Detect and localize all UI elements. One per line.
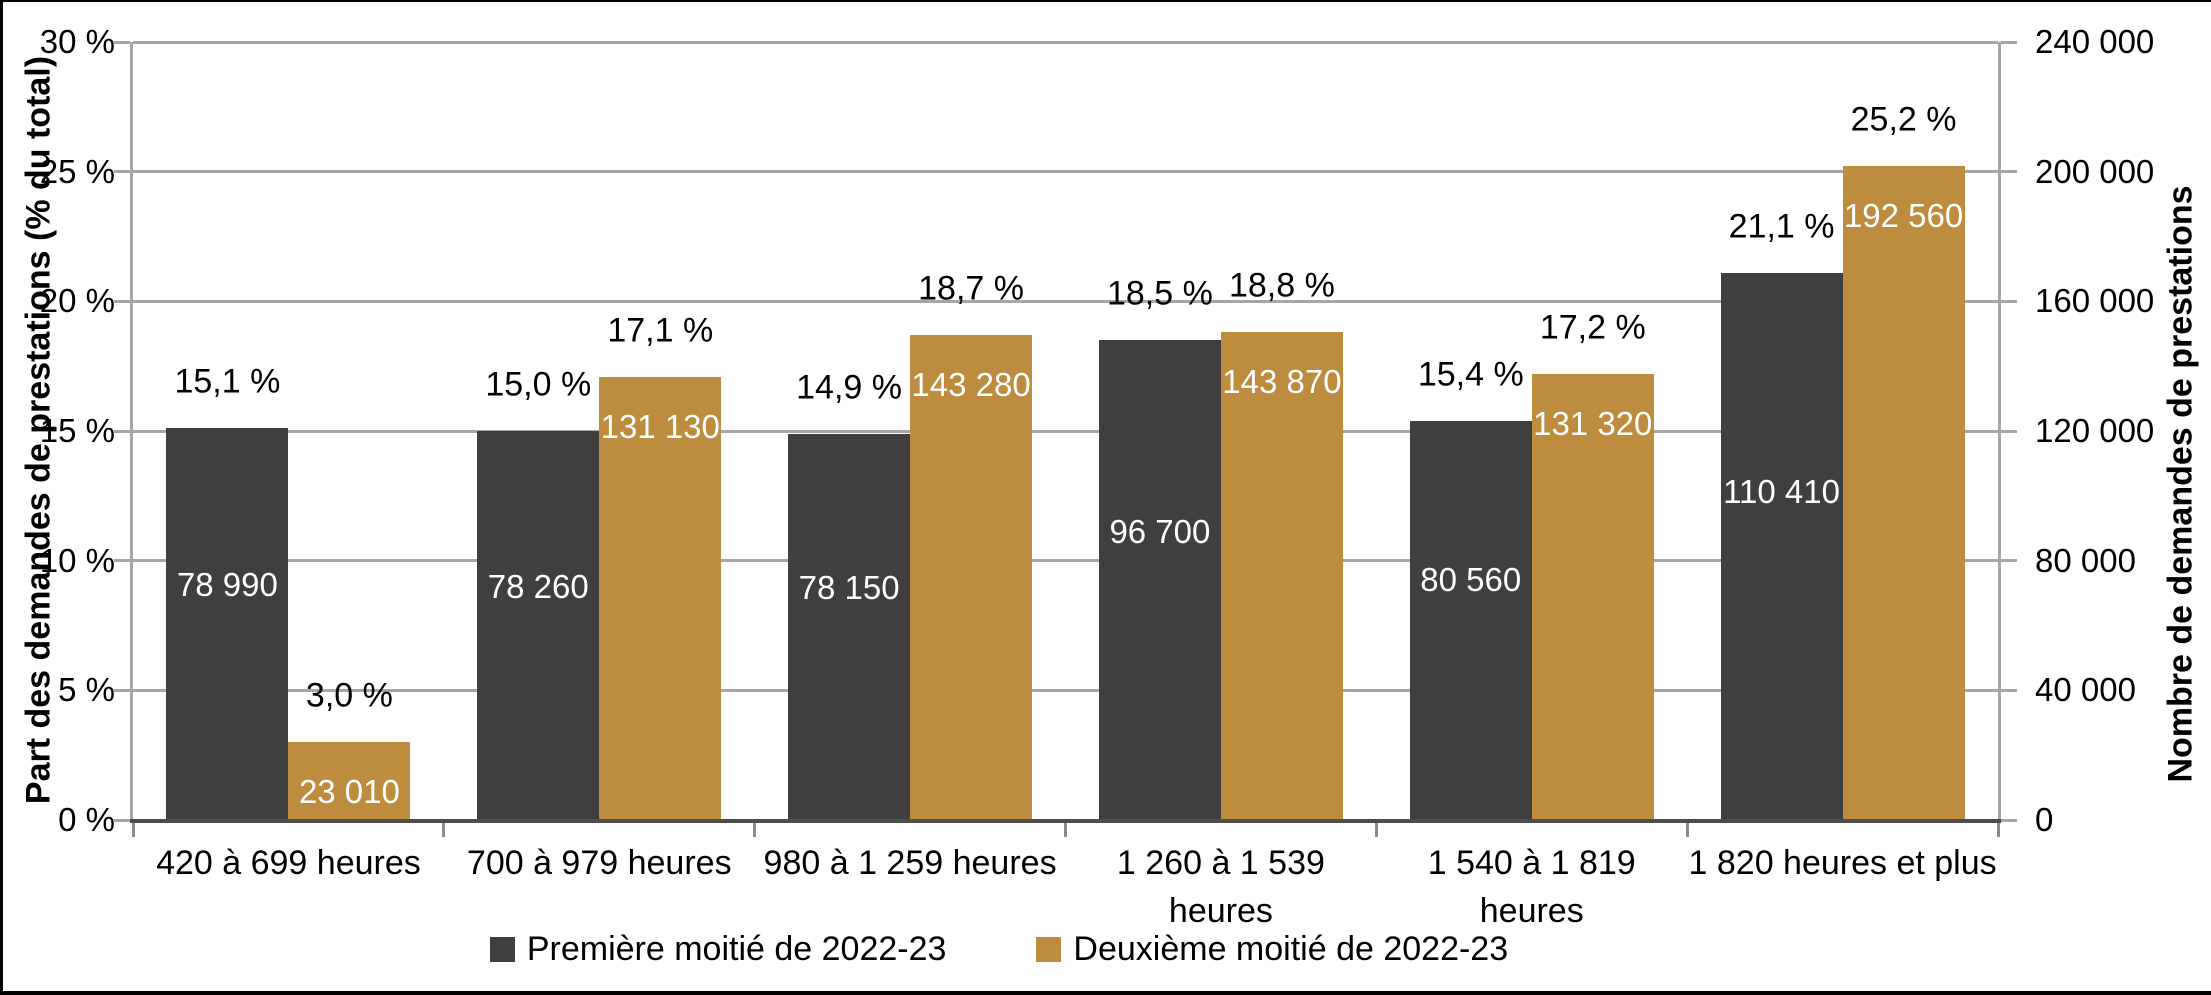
pct-label-first-half-cat5: 15,4 %: [1417, 355, 1524, 394]
count-label-second-half-cat1: 23 010: [298, 773, 400, 811]
bar-first-half-cat2: [477, 431, 600, 820]
left-tick-10: [114, 559, 130, 563]
left-axis-tick-label: 0 %: [58, 801, 115, 838]
count-label-first-half-cat1: 78 990: [176, 566, 278, 604]
left-axis-tick-label: 5 %: [58, 671, 115, 709]
right-axis-tick-label: 40 000: [2035, 671, 2136, 709]
x-axis-tick-4: [1374, 820, 1378, 837]
pct-label-first-half-cat1: 15,1 %: [174, 362, 281, 401]
count-label-first-half-cat5: 80 560: [1420, 561, 1522, 599]
bar-second-half-cat5: [1531, 373, 1654, 820]
legend-item-second-half: Deuxième moitié de 2022-23: [1036, 930, 1508, 969]
pct-label-first-half-cat2: 15,0 %: [485, 365, 592, 404]
left-axis-line: [130, 42, 133, 823]
pct-label-first-half-cat6: 21,1 %: [1728, 207, 1835, 246]
left-tick-0: [114, 818, 130, 822]
pct-label-second-half-cat2: 17,1 %: [607, 311, 714, 350]
bar-first-half-cat5: [1409, 420, 1532, 820]
x-axis-tick-6: [1996, 820, 2000, 837]
right-axis-tick-label: 160 000: [2035, 282, 2155, 320]
right-tick-5: [2001, 170, 2017, 174]
left-tick-25: [114, 170, 130, 174]
bar-second-half-cat1: [288, 742, 411, 820]
right-axis-tick-label: 120 000: [2035, 412, 2155, 449]
count-label-second-half-cat6: 192 560: [1843, 197, 1964, 235]
x-axis-tick-1: [442, 820, 446, 837]
pct-label-second-half-cat1: 3,0 %: [305, 676, 393, 715]
right-tick-4: [2001, 299, 2017, 303]
pct-label-second-half-cat4: 18,8 %: [1228, 266, 1335, 305]
right-tick-1: [2001, 688, 2017, 692]
bar-second-half-cat2: [599, 376, 722, 820]
category-label-6: 1 820 heures et plus: [1688, 844, 1997, 882]
count-label-second-half-cat2: 131 130: [600, 407, 720, 445]
gridline-5pct: [133, 688, 1998, 692]
right-axis-tick-label: 200 000: [2035, 152, 2155, 190]
left-axis-tick-label: 15 %: [39, 412, 115, 449]
legend-label-first-half: Première moitié de 2022-23: [526, 930, 947, 968]
right-tick-2: [2001, 559, 2017, 563]
category-label-4: 1 260 à 1 539 heures: [1116, 844, 1325, 930]
pct-label-second-half-cat5: 17,2 %: [1539, 308, 1646, 347]
legend-swatch-second-half: [1036, 937, 1062, 962]
left-tick-20: [114, 299, 130, 303]
legend: Première moitié de 2022-23 Deuxième moit…: [3, 930, 1995, 969]
x-axis-tick-0: [131, 820, 135, 837]
bar-first-half-cat4: [1098, 340, 1221, 820]
left-axis-tick-label: 20 %: [39, 282, 115, 320]
pct-label-first-half-cat4: 18,5 %: [1106, 274, 1213, 313]
right-axis-tick-label: 0: [2035, 801, 2054, 838]
legend-label-second-half: Deuxième moitié de 2022-23: [1073, 930, 1509, 968]
x-axis-tick-2: [753, 820, 757, 837]
pct-label-first-half-cat3: 14,9 %: [796, 368, 903, 407]
x-axis-baseline: [130, 819, 2001, 823]
legend-item-first-half: Première moitié de 2022-23: [489, 930, 947, 969]
bar-first-half-cat3: [788, 433, 911, 820]
left-tick-15: [114, 429, 130, 433]
count-label-second-half-cat3: 143 280: [911, 366, 1031, 404]
count-label-first-half-cat2: 78 260: [487, 567, 589, 605]
left-tick-5: [114, 688, 130, 692]
plot-area: 0 % 0 5 % 40 000 10 % 80 000 15 % 120 000 20 % 16…: [3, 2, 2211, 991]
gridline-20pct: [133, 299, 1998, 303]
count-label-second-half-cat5: 131 320: [1533, 404, 1653, 442]
right-axis-tick-label: 240 000: [2035, 23, 2155, 60]
gridline-15pct: [133, 429, 1998, 433]
right-tick-3: [2001, 429, 2017, 433]
right-axis-line: [1998, 42, 2001, 823]
x-axis-tick-3: [1064, 820, 1067, 837]
category-label-2: 700 à 979 heures: [466, 844, 732, 882]
right-tick-6: [2001, 40, 2017, 44]
count-label-first-half-cat3: 78 150: [798, 569, 900, 607]
category-label-5: 1 540 à 1 819 heures: [1427, 844, 1636, 930]
category-label-1: 420 à 699 heures: [156, 844, 421, 882]
gridline-30pct: [133, 40, 1998, 44]
x-axis-tick-5: [1685, 820, 1689, 837]
pct-label-second-half-cat3: 18,7 %: [918, 269, 1025, 308]
count-label-second-half-cat4: 143 870: [1222, 363, 1342, 401]
left-tick-30: [114, 40, 130, 44]
count-label-first-half-cat4: 96 700: [1109, 513, 1211, 551]
right-tick-0: [2001, 818, 2017, 822]
left-axis-tick-label: 10 %: [39, 541, 115, 579]
pct-label-second-half-cat6: 25,2 %: [1850, 100, 1957, 139]
bar-first-half-cat1: [166, 428, 289, 820]
category-label-3: 980 à 1 259 heures: [763, 844, 1057, 882]
bar-second-half-cat6: [1842, 166, 1965, 820]
left-axis-tick-label: 25 %: [39, 152, 115, 190]
gridline-10pct: [133, 559, 1998, 563]
bar-second-half-cat3: [910, 335, 1033, 820]
gridline-25pct: [133, 170, 1998, 174]
bar-first-half-cat6: [1720, 272, 1843, 820]
right-axis-tick-label: 80 000: [2035, 541, 2136, 579]
bar-second-half-cat4: [1220, 332, 1343, 820]
left-axis-tick-label: 30 %: [39, 23, 115, 60]
count-label-first-half-cat6: 110 410: [1723, 472, 1840, 510]
legend-swatch-first-half: [489, 937, 515, 962]
